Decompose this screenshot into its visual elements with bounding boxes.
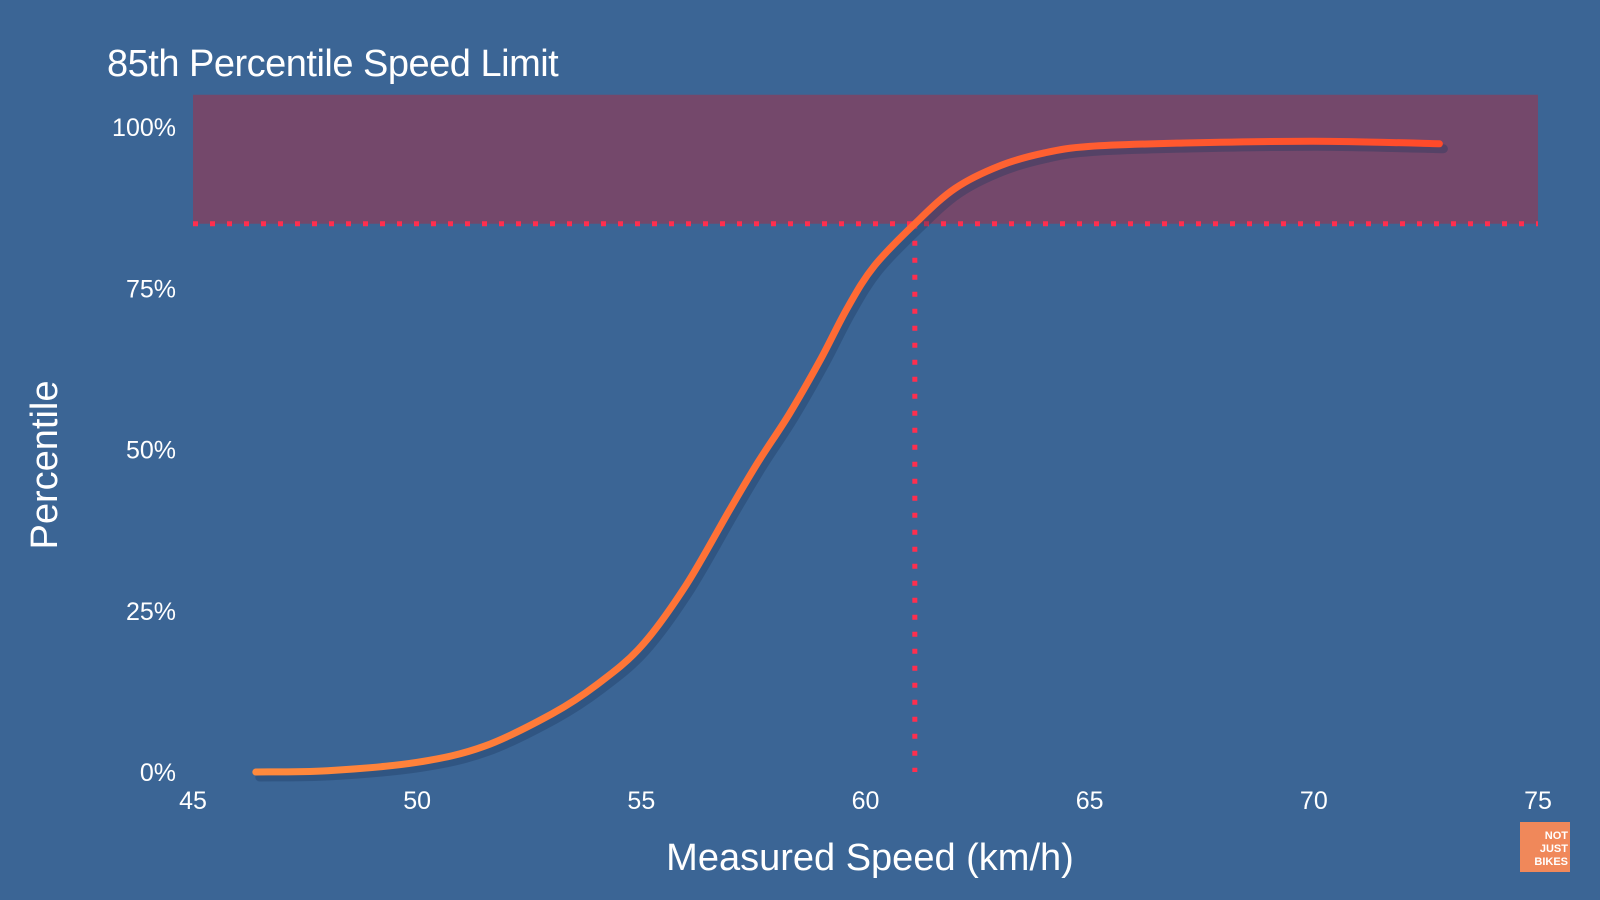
x-tick-label: 60 (852, 787, 880, 815)
shaded-band (193, 94, 1538, 224)
x-tick-label: 55 (627, 787, 655, 815)
x-tick-label: 70 (1300, 787, 1328, 815)
curve-shadow (255, 141, 1448, 782)
not-just-bikes-logo: NOT JUST BIKES (1520, 822, 1570, 872)
cumulative-speed-curve (252, 137, 1443, 776)
y-tick-label: 75% (126, 275, 176, 303)
x-tick-label: 45 (179, 787, 207, 815)
y-tick-label: 100% (112, 114, 176, 142)
y-axis-label: Percentile (24, 381, 66, 550)
y-axis: 0% 25% 50% 75% 100% (112, 114, 176, 787)
x-tick-label: 65 (1076, 787, 1104, 815)
y-tick-label: 25% (126, 598, 176, 626)
logo-line-1: NOT (1545, 830, 1569, 842)
y-tick-label: 0% (140, 759, 176, 787)
x-tick-label: 75 (1524, 787, 1552, 815)
y-tick-label: 50% (126, 437, 176, 465)
chart-title: 85th Percentile Speed Limit (107, 43, 559, 85)
logo-line-2: JUST (1540, 843, 1568, 855)
logo-badge (1520, 822, 1570, 872)
logo-line-3: BIKES (1534, 856, 1568, 868)
x-tick-label: 50 (403, 787, 431, 815)
x-axis: 45 50 55 60 65 70 75 (179, 787, 1552, 815)
x-axis-label: Measured Speed (km/h) (666, 837, 1074, 879)
